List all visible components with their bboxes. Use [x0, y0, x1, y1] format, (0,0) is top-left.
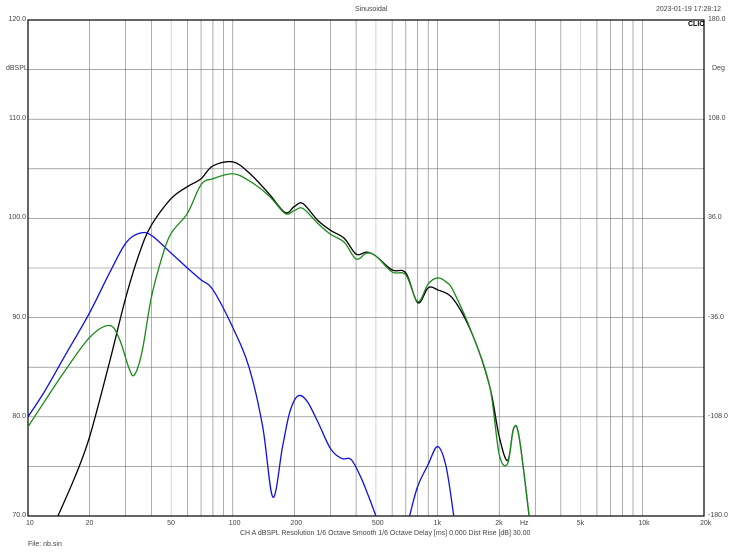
x-tick-label: 100 — [228, 520, 241, 527]
series-line — [27, 231, 377, 517]
x-tick-label: 10 — [26, 520, 34, 527]
y2-tick-label: -36.0 — [708, 313, 724, 321]
y2-tick-label: -180.0 — [708, 512, 728, 519]
file-name: File: nb.sin — [28, 541, 62, 548]
y-tick-label: 110.0 — [9, 115, 26, 123]
y2-axis-label: Deg — [712, 65, 725, 72]
y2-tick-label: 36.0 — [708, 214, 722, 222]
y-tick-label: 90.0 — [12, 313, 26, 321]
y-axis-label: dBSPL — [6, 65, 28, 72]
x-tick-label: 1k — [433, 520, 441, 527]
x-tick-label: 50 — [167, 520, 175, 527]
y2-tick-label: 108.0 — [708, 115, 726, 123]
y2-tick-label: 180.0 — [708, 16, 726, 23]
x-axis-label: Hz — [520, 520, 529, 527]
y-tick-label: 120.0 — [8, 16, 26, 23]
y-tick-label: 70.0 — [12, 512, 26, 519]
clio-logo: CLIO — [688, 21, 705, 28]
x-tick-label: 20k — [700, 520, 712, 527]
x-tick-label: 5k — [576, 520, 585, 527]
x-tick-label: 20 — [85, 520, 94, 527]
series-line — [27, 173, 530, 517]
series-line — [408, 445, 455, 517]
plot-border — [27, 19, 705, 517]
timestamp: 2023-01-19 17:28:12 — [656, 6, 721, 13]
series-line — [57, 160, 530, 517]
x-tick-label: 10k — [638, 520, 650, 527]
settings-line: CH A dBSPL Resolution 1/6 Octave Smooth … — [240, 530, 531, 537]
y-tick-label: 100.0 — [8, 214, 26, 222]
y2-tick-label: -108.0 — [708, 412, 728, 420]
x-tick-label: 2k — [495, 520, 503, 527]
x-tick-label: 500 — [371, 520, 384, 527]
x-tick-label: 200 — [290, 520, 303, 527]
y-tick-label: 80.0 — [12, 412, 26, 420]
chart-title: Sinusoidal — [355, 6, 388, 13]
